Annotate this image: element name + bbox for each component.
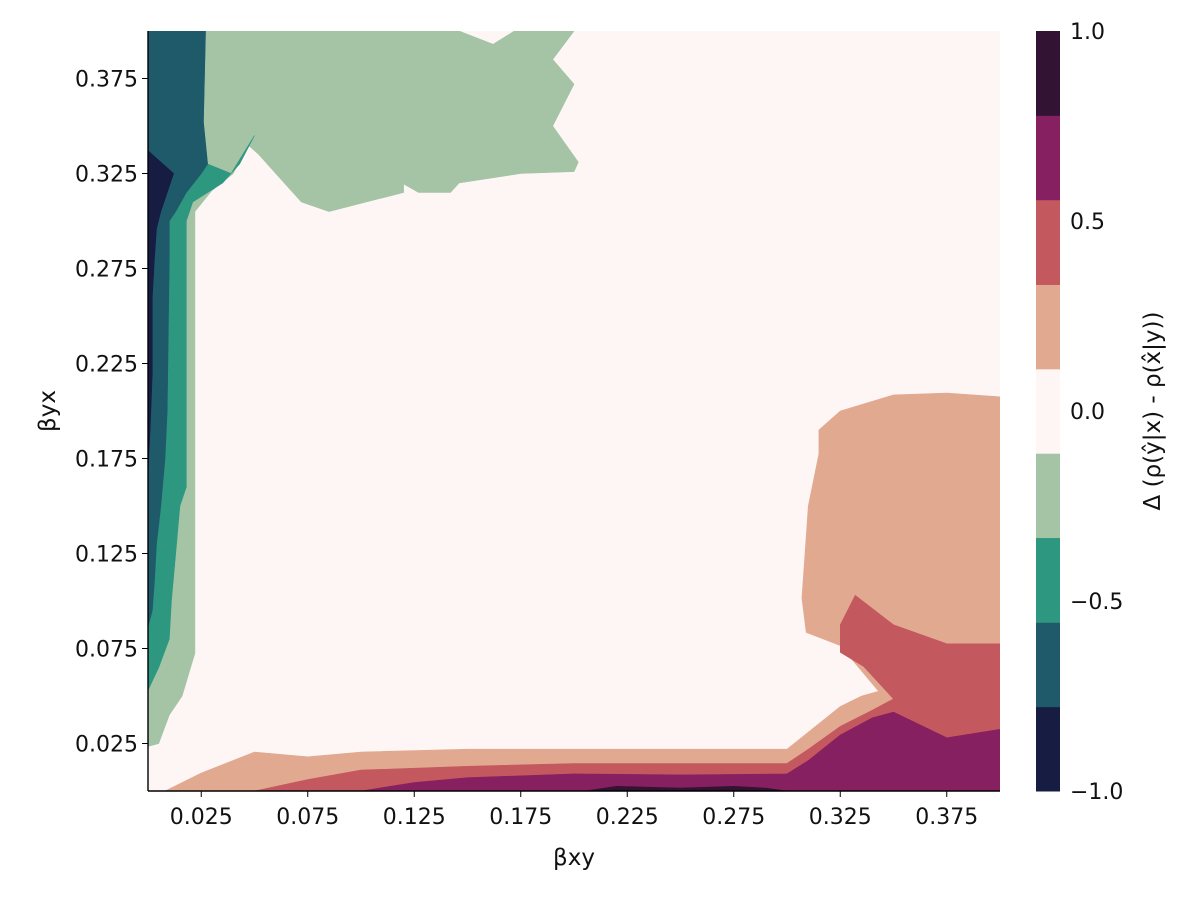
y-tick-label: 0.075 bbox=[75, 638, 138, 663]
x-tick-label: 0.325 bbox=[809, 805, 872, 830]
x-tick-labels: 0.025 0.075 0.125 0.175 0.225 0.275 0.325 0.375 bbox=[170, 791, 978, 830]
colorbar-tick-label: −1.0 bbox=[1070, 780, 1123, 805]
colorbar-band bbox=[1036, 537, 1060, 623]
colorbar-band bbox=[1036, 622, 1060, 708]
y-tick-label: 0.275 bbox=[75, 258, 138, 283]
x-tick-label: 0.225 bbox=[596, 805, 659, 830]
x-tick-label: 0.025 bbox=[170, 805, 233, 830]
y-axis-title: βyx bbox=[35, 390, 61, 432]
colorbar-band bbox=[1036, 284, 1060, 370]
contour-region-left-navy-strip bbox=[148, 150, 174, 474]
colorbar-band bbox=[1036, 115, 1060, 201]
colorbar-band bbox=[1036, 706, 1060, 792]
x-tick-label: 0.175 bbox=[489, 805, 552, 830]
y-tick-label: 0.175 bbox=[75, 448, 138, 473]
colorbar-tick-label: 1.0 bbox=[1070, 20, 1105, 45]
x-tick-label: 0.075 bbox=[276, 805, 339, 830]
colorbar-tick-label: 0.0 bbox=[1070, 400, 1105, 425]
axes bbox=[147, 31, 1000, 792]
x-tick-label: 0.275 bbox=[702, 805, 765, 830]
y-tick-label: 0.025 bbox=[75, 733, 138, 758]
colorbar-band bbox=[1036, 31, 1060, 116]
colorbar-tick-labels: −1.0 −0.5 0.0 0.5 1.0 bbox=[1070, 20, 1123, 805]
y-tick-label: 0.225 bbox=[75, 353, 138, 378]
colorbar-tick-label: 0.5 bbox=[1070, 210, 1105, 235]
contour-region-bottom-plum-band bbox=[360, 711, 1000, 791]
y-tick-label: 0.325 bbox=[75, 163, 138, 188]
colorbar-title: Δ (ρ(ŷ|x) - ρ(x̂|y)) bbox=[1140, 312, 1166, 511]
y-tick-label: 0.125 bbox=[75, 543, 138, 568]
colorbar-tick-label: −0.5 bbox=[1070, 590, 1123, 615]
colorbar-band bbox=[1036, 199, 1060, 285]
contour-regions bbox=[148, 31, 1000, 791]
x-axis-title: βxy bbox=[553, 845, 595, 871]
y-tick-label: 0.375 bbox=[75, 68, 138, 93]
colorbar-band bbox=[1036, 453, 1060, 539]
colorbar-band bbox=[1036, 368, 1060, 454]
y-tick-labels: 0.025 0.075 0.125 0.175 0.225 0.275 0.325 0.375 bbox=[75, 68, 148, 758]
x-tick-label: 0.375 bbox=[915, 805, 978, 830]
colorbar bbox=[1036, 31, 1060, 792]
x-tick-label: 0.125 bbox=[383, 805, 446, 830]
